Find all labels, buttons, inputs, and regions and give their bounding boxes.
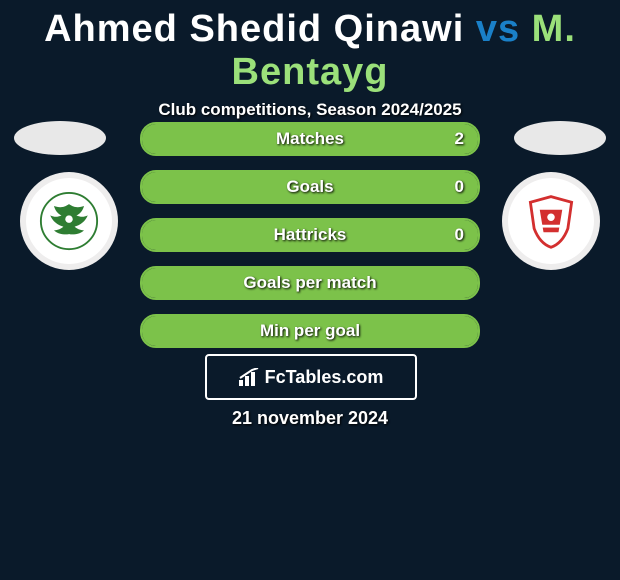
player2-photo-placeholder: [514, 121, 606, 155]
player1-name: Ahmed Shedid Qinawi: [44, 8, 464, 50]
stat-row-matches: Matches 2: [140, 122, 480, 156]
bar-chart-icon: [239, 368, 261, 386]
title: Ahmed Shedid Qinawi vs M. Bentayg: [0, 0, 620, 94]
stat-label: Goals: [142, 172, 478, 202]
stat-value: 0: [455, 172, 464, 202]
stat-label: Hattricks: [142, 220, 478, 250]
stat-value: 0: [455, 220, 464, 250]
club-badge-left: [26, 178, 112, 264]
stat-row-goals: Goals 0: [140, 170, 480, 204]
player1-photo-placeholder: [14, 121, 106, 155]
stat-label: Goals per match: [142, 268, 478, 298]
vs-label: vs: [476, 8, 520, 50]
club-badge-right: [508, 178, 594, 264]
stat-row-hattricks: Hattricks 0: [140, 218, 480, 252]
brand-badge: FcTables.com: [205, 354, 417, 400]
brand-text: FcTables.com: [265, 367, 384, 388]
date-label: 21 november 2024: [0, 408, 620, 429]
stat-label: Matches: [142, 124, 478, 154]
stats-bars: Matches 2 Goals 0 Hattricks 0 Goals per …: [140, 122, 480, 362]
stat-value: 2: [455, 124, 464, 154]
shield-icon: [521, 191, 581, 251]
stat-label: Min per goal: [142, 316, 478, 346]
eagle-icon: [39, 191, 99, 251]
stat-row-goals-per-match: Goals per match: [140, 266, 480, 300]
stat-row-min-per-goal: Min per goal: [140, 314, 480, 348]
comparison-card: Ahmed Shedid Qinawi vs M. Bentayg Club c…: [0, 0, 620, 580]
subtitle: Club competitions, Season 2024/2025: [0, 100, 620, 120]
